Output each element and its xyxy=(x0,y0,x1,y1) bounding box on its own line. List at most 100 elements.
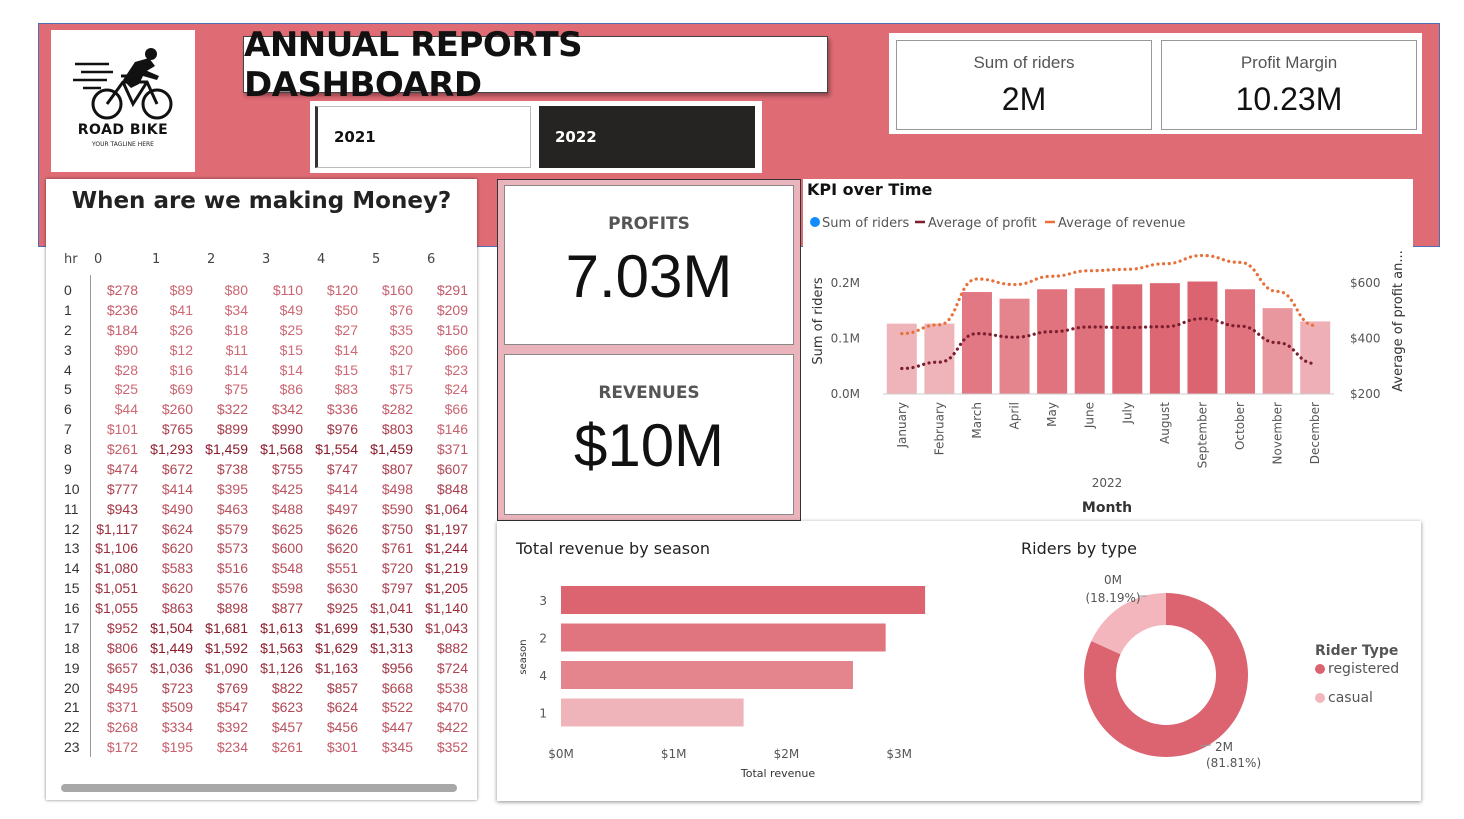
riders-bar xyxy=(1300,321,1331,394)
matrix-cell: $607 xyxy=(436,460,468,477)
matrix-cell: $41 xyxy=(169,301,193,318)
profits-card[interactable]: PROFITS 7.03M xyxy=(504,185,794,345)
x-tick-label: May xyxy=(1045,402,1059,427)
matrix-cell: $551 xyxy=(326,560,358,577)
season-revenue-chart[interactable]: Total revenue by season season Total rev… xyxy=(497,521,977,801)
matrix-cell: $579 xyxy=(216,520,248,537)
x-tick-label: September xyxy=(1195,402,1209,468)
revenues-card[interactable]: REVENUES $10M xyxy=(504,354,794,515)
x-axis-title: Total revenue xyxy=(740,767,815,780)
hourly-revenue-matrix[interactable]: When are we making Money? hr 0 1 2 3 4 5 6 0 $278… xyxy=(46,179,477,800)
riders-bar xyxy=(1037,289,1068,394)
year-option-2022[interactable]: 2022 xyxy=(539,106,755,168)
matrix-cell: $20 xyxy=(389,341,413,358)
riders-by-type-chart[interactable]: Riders by type Rider Type 2M (81.81%) 0M (1… xyxy=(977,521,1421,801)
matrix-scrollbar[interactable] xyxy=(61,784,457,792)
matrix-cell: $1,055 xyxy=(95,600,138,617)
matrix-cell: $803 xyxy=(381,421,413,438)
matrix-cell: $49 xyxy=(279,301,303,318)
matrix-cell: $414 xyxy=(161,480,193,497)
matrix-row-header: 9 xyxy=(64,460,72,477)
matrix-cell: $522 xyxy=(381,699,413,716)
x-tick-label: April xyxy=(1008,402,1022,429)
revenues-label: REVENUES xyxy=(598,383,700,403)
matrix-cell: $765 xyxy=(161,421,193,438)
matrix-row-header: 15 xyxy=(64,580,80,597)
matrix-cell: $184 xyxy=(106,321,138,338)
matrix-cell: $371 xyxy=(106,699,138,716)
matrix-cell: $1,459 xyxy=(370,441,413,458)
kpi-over-time-chart[interactable]: KPI over Time Sum of riders Average of p… xyxy=(803,179,1413,521)
matrix-cell: $956 xyxy=(381,659,413,676)
matrix-cell: $86 xyxy=(279,381,303,398)
matrix-cell: $75 xyxy=(224,381,248,398)
matrix-cell: $1,563 xyxy=(260,639,303,656)
matrix-cell: $626 xyxy=(326,520,358,537)
kpi-card-riders[interactable]: Sum of riders 2M xyxy=(896,40,1152,130)
riders-bar xyxy=(1225,289,1256,394)
matrix-cell: $209 xyxy=(436,301,468,318)
legend-label: registered xyxy=(1328,661,1399,677)
matrix-cell: $590 xyxy=(381,500,413,517)
matrix-cell: $769 xyxy=(216,679,248,696)
kpi-card-profit-margin[interactable]: Profit Margin 10.23M xyxy=(1161,40,1417,130)
matrix-row-header: 6 xyxy=(64,401,72,418)
matrix-cell: $101 xyxy=(106,421,138,438)
legend-title: Rider Type xyxy=(1315,643,1398,659)
season-bar xyxy=(561,586,926,614)
year-option-2021[interactable]: 2021 xyxy=(315,106,531,168)
matrix-cell: $806 xyxy=(106,639,138,656)
matrix-row-header: 2 xyxy=(64,321,72,338)
matrix-cell: $600 xyxy=(271,540,303,557)
matrix-column-header: 1 xyxy=(152,252,161,267)
y-axis-title: Sum of riders xyxy=(811,277,826,365)
x-tick-label: October xyxy=(1233,402,1247,450)
matrix-cell: $12 xyxy=(169,341,193,358)
matrix-cell: $24 xyxy=(444,381,468,398)
riders-bar xyxy=(1149,283,1180,394)
matrix-row-header: 22 xyxy=(64,719,80,736)
matrix-cell: $1,117 xyxy=(96,520,138,537)
matrix-cell: $80 xyxy=(224,282,248,298)
matrix-cell: $234 xyxy=(216,739,248,756)
matrix-cell: $457 xyxy=(271,719,303,736)
revenue-line xyxy=(900,253,1317,336)
matrix-cell: $447 xyxy=(381,719,413,736)
matrix-cell: $720 xyxy=(381,560,413,577)
top-kpi-group: Sum of riders 2M Profit Margin 10.23M xyxy=(889,33,1422,134)
season-bar xyxy=(561,623,886,652)
matrix-cell: $1,197 xyxy=(425,520,468,537)
matrix-row-header: 11 xyxy=(64,500,79,517)
matrix-cell: $66 xyxy=(444,341,468,358)
matrix-cell: $672 xyxy=(161,460,193,477)
matrix-cell: $17 xyxy=(389,361,413,378)
matrix-cell: $414 xyxy=(326,480,358,497)
matrix-cell: $291 xyxy=(436,282,468,298)
year-slicer: 2021 2022 xyxy=(310,101,762,173)
matrix-cell: $1,504 xyxy=(150,619,193,636)
matrix-cell: $497 xyxy=(326,500,358,517)
matrix-row-header: 23 xyxy=(64,739,80,756)
matrix-cell: $750 xyxy=(381,520,413,537)
matrix-cell: $463 xyxy=(216,500,248,517)
matrix-cell: $1,090 xyxy=(205,659,248,676)
x-tick-label: July xyxy=(1120,402,1134,425)
y-axis-title: season xyxy=(518,639,529,674)
matrix-cell: $490 xyxy=(161,500,193,517)
kpi-value: 2M xyxy=(1001,80,1047,117)
riders-bar xyxy=(1187,281,1218,394)
chart-legend[interactable]: Sum of riders Average of profit Average … xyxy=(810,216,1185,231)
matrix-cell: $1,244 xyxy=(425,540,468,557)
matrix-cell: $1,554 xyxy=(315,441,358,458)
season-bar xyxy=(561,661,853,689)
matrix-cell: $848 xyxy=(436,480,468,497)
matrix-cell: $1,629 xyxy=(315,639,358,656)
matrix-divider xyxy=(90,275,91,757)
matrix-cell: $516 xyxy=(216,560,248,577)
matrix-cell: $822 xyxy=(271,679,303,696)
matrix-row-header: 3 xyxy=(64,341,72,358)
matrix-cell: $301 xyxy=(326,739,358,756)
matrix-row-header: 12 xyxy=(64,520,80,537)
matrix-row-header: 17 xyxy=(64,619,80,636)
matrix-cell: $89 xyxy=(169,282,193,298)
